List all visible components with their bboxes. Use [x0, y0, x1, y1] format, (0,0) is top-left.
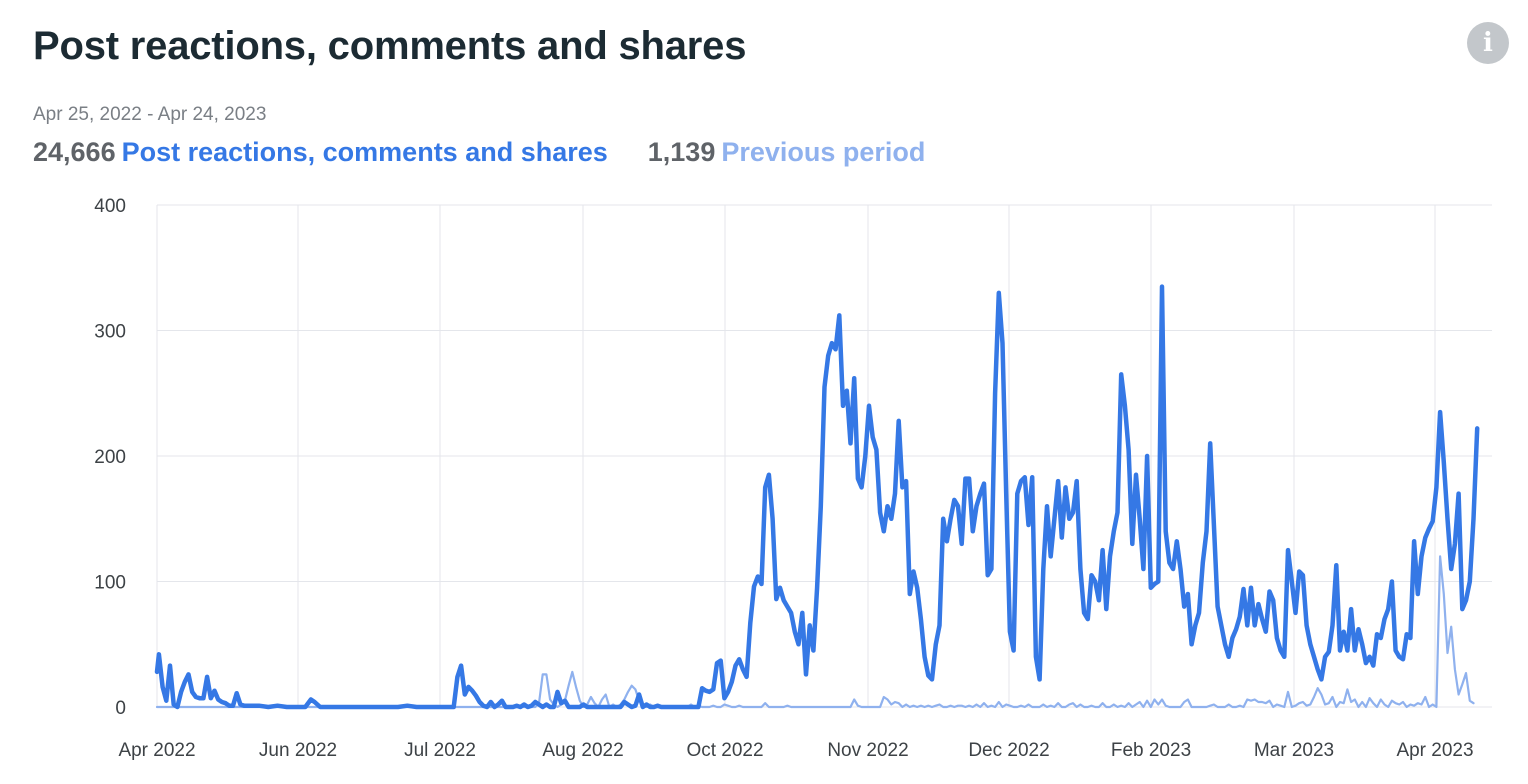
y-axis-ticks: 0 100 200 300 400 [94, 196, 126, 719]
x-tick-label: Apr 2023 [1396, 740, 1473, 761]
x-tick-label: Jul 2022 [404, 740, 476, 761]
legend-current-series[interactable]: Post reactions, comments and shares [121, 137, 608, 167]
date-range: Apr 25, 2022 - Apr 24, 2023 [33, 104, 267, 125]
y-tick-label: 200 [94, 447, 126, 468]
x-tick-label: Jun 2022 [259, 740, 337, 761]
info-icon[interactable]: i [1467, 22, 1509, 64]
x-tick-label: Oct 2022 [686, 740, 763, 761]
x-tick-label: Apr 2022 [118, 740, 195, 761]
previous-total: 1,139 [647, 137, 716, 167]
page-title: Post reactions, comments and shares [33, 24, 747, 68]
legend-previous-series[interactable]: Previous period [721, 137, 926, 167]
x-tick-label: Aug 2022 [542, 740, 623, 761]
x-axis-ticks: Apr 2022 Jun 2022 Jul 2022 Aug 2022 Oct 2022… [118, 740, 1473, 761]
chart-series [154, 284, 1480, 710]
series-line-current[interactable] [154, 284, 1480, 710]
y-tick-label: 400 [94, 196, 126, 217]
y-tick-label: 100 [94, 573, 126, 594]
x-tick-label: Mar 2023 [1254, 740, 1334, 761]
chart-legend: 24,666 Post reactions, comments and share… [33, 137, 925, 168]
x-tick-label: Feb 2023 [1111, 740, 1191, 761]
x-tick-label: Nov 2022 [827, 740, 908, 761]
y-tick-label: 300 [94, 322, 126, 343]
x-tick-label: Dec 2022 [968, 740, 1049, 761]
current-total: 24,666 [33, 137, 116, 167]
y-tick-label: 0 [115, 698, 126, 719]
